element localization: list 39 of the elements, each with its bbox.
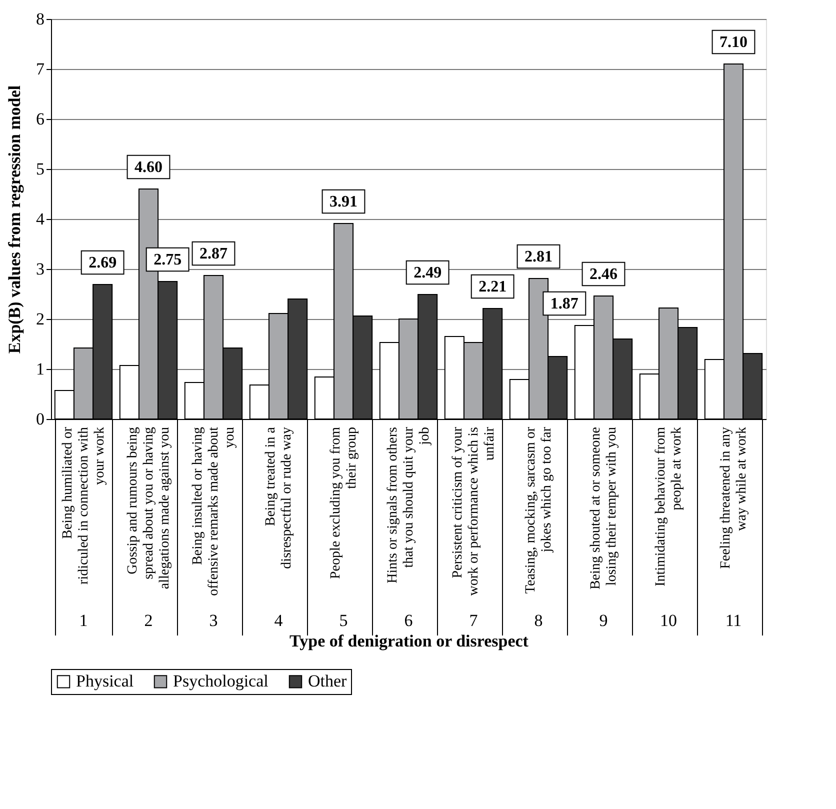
text: 1 bbox=[79, 611, 88, 630]
text: 11 bbox=[725, 611, 742, 630]
text: 9 bbox=[599, 611, 608, 630]
text: 10 bbox=[660, 611, 677, 630]
data-label: 7.10 bbox=[720, 34, 748, 51]
legend-label: Other bbox=[308, 672, 348, 691]
y-tick-label: 3 bbox=[36, 260, 44, 278]
y-tick-label: 1 bbox=[36, 360, 44, 378]
text: 6 bbox=[404, 611, 413, 630]
y-tick-label: 8 bbox=[36, 10, 44, 28]
y-tick-label: 2 bbox=[36, 310, 44, 328]
data-label: 3.91 bbox=[330, 194, 358, 210]
data-label: 2.75 bbox=[154, 252, 182, 268]
y-tick-label: 7 bbox=[36, 60, 45, 78]
data-label: 2.46 bbox=[590, 266, 618, 283]
data-label: 1.87 bbox=[550, 296, 578, 312]
y-axis-title: Exp(B) values from regression model bbox=[5, 85, 24, 354]
data-label: 4.60 bbox=[134, 159, 162, 176]
text: 2 bbox=[144, 611, 153, 630]
data-label: 2.49 bbox=[414, 264, 442, 282]
data-label: 2.87 bbox=[200, 246, 228, 262]
text: 3 bbox=[209, 611, 218, 630]
legend-label: Physical bbox=[76, 672, 134, 691]
data-label: 2.81 bbox=[524, 248, 552, 266]
y-tick-label: 4 bbox=[36, 210, 45, 228]
y-tick-label: 0 bbox=[36, 410, 44, 428]
y-tick-label: 6 bbox=[36, 110, 44, 128]
data-label: 2.69 bbox=[88, 254, 117, 272]
text: 7 bbox=[469, 611, 478, 630]
text: 5 bbox=[339, 611, 348, 630]
x-tick-label: Being humiliated or ridiculed in connection with your work bbox=[60, 426, 108, 584]
y-tick-label: 5 bbox=[36, 160, 44, 178]
x-tick-label: Hints or signals from others that you should quit your job bbox=[386, 426, 432, 584]
text: 8 bbox=[534, 611, 543, 630]
x-axis-title: Type of denigration or disrespect bbox=[290, 632, 529, 650]
legend-label: Psychological bbox=[173, 672, 269, 691]
x-tick-label: Being insulted or having offensive remarks made about you bbox=[190, 426, 238, 596]
text: 4 bbox=[274, 611, 284, 630]
data-label: 2.21 bbox=[478, 278, 507, 296]
